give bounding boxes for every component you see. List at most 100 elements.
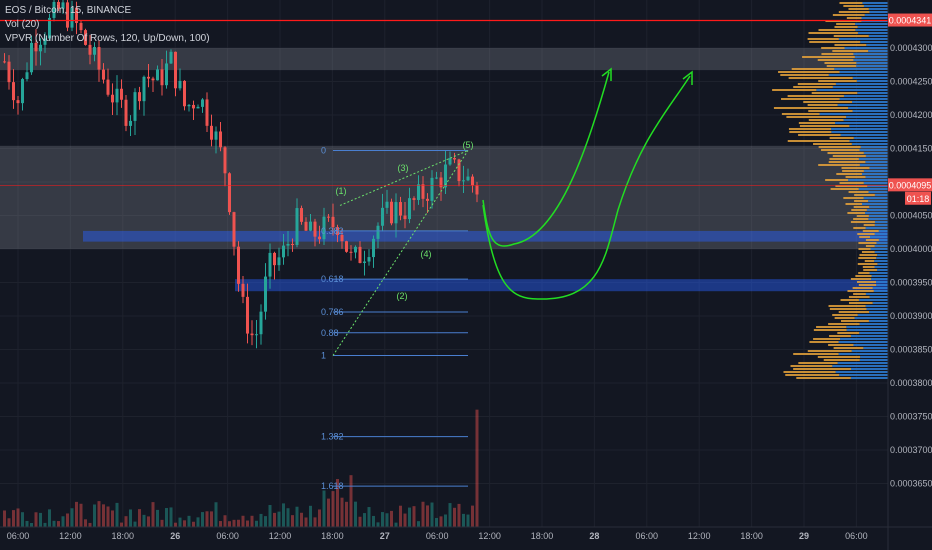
vpvr-row-up bbox=[828, 74, 888, 76]
vpvr-row-down bbox=[856, 215, 869, 217]
vpvr-row-down bbox=[808, 119, 844, 121]
vpvr-row-up bbox=[843, 119, 888, 121]
vpvr-row-up bbox=[846, 116, 888, 118]
vpvr-row-up bbox=[852, 77, 888, 79]
candle-body bbox=[430, 177, 434, 201]
candle-body bbox=[237, 246, 240, 284]
legend-vpvr[interactable]: VPVR (Number Of Rows, 120, Up/Down, 100) bbox=[5, 33, 210, 44]
candle-body bbox=[21, 79, 24, 104]
vpvr-row-up bbox=[856, 62, 888, 64]
fib-level-label: 0.88 bbox=[321, 328, 339, 338]
vpvr-row-up bbox=[838, 353, 888, 355]
volume-bar bbox=[277, 511, 281, 527]
candle-body bbox=[421, 184, 425, 199]
vpvr-row-up bbox=[862, 2, 888, 4]
resistance-lines[interactable] bbox=[0, 19, 888, 186]
blue-support-zone-1[interactable] bbox=[83, 230, 888, 242]
vpvr-row-up bbox=[857, 314, 888, 316]
vpvr-row-up bbox=[874, 233, 888, 235]
vpvr-row-down bbox=[790, 365, 833, 367]
candle-body bbox=[66, 2, 69, 28]
volume-bar bbox=[300, 512, 303, 527]
vpvr-row-up bbox=[872, 302, 888, 304]
vpvr-row-down bbox=[772, 89, 817, 91]
vpvr-row-down bbox=[865, 245, 875, 247]
elliott-wave-drawing[interactable]: (1) (2) (3) (4) (5) bbox=[332, 140, 474, 356]
vpvr-row-down bbox=[821, 47, 845, 49]
candle-body bbox=[156, 69, 159, 81]
candle-body bbox=[111, 94, 114, 103]
projection-path-b[interactable] bbox=[482, 75, 691, 300]
volume-bar bbox=[120, 522, 123, 527]
volume-bar bbox=[475, 409, 479, 527]
volume-bar bbox=[228, 521, 231, 527]
time-axis-label: 27 bbox=[380, 531, 390, 541]
vpvr-row-down bbox=[842, 170, 864, 172]
volume-bar bbox=[250, 515, 254, 527]
projection-arrows[interactable] bbox=[482, 67, 693, 300]
candle-body bbox=[340, 234, 344, 242]
fib-extension[interactable]: 0 0.382 0.618 0.786 0.88 1 1.382 1.618 bbox=[321, 146, 468, 492]
vpvr-row-down bbox=[836, 23, 856, 25]
vpvr-row-up bbox=[861, 17, 888, 19]
vpvr-row-down bbox=[828, 305, 866, 307]
volume-bar bbox=[34, 512, 38, 527]
vpvr-row-down bbox=[787, 95, 844, 97]
vpvr-row-down bbox=[828, 161, 866, 163]
vpvr-row-down bbox=[862, 230, 879, 232]
candle-body bbox=[124, 99, 128, 126]
candles-layer bbox=[3, 0, 479, 349]
price-tag-label: 01:18 bbox=[907, 194, 930, 204]
vpvr-row-up bbox=[835, 371, 888, 373]
time-axis[interactable]: 06:00 12:00 18:00 26 06:00 12:00 18:00 27 06:00 1… bbox=[7, 531, 868, 541]
legend-volume[interactable]: Vol (20) bbox=[5, 19, 40, 30]
candle-body bbox=[106, 79, 110, 95]
vpvr-row-down bbox=[845, 176, 866, 178]
time-axis-label: 12:00 bbox=[269, 531, 292, 541]
middle-resistance-zone[interactable] bbox=[0, 145, 888, 249]
volume-bar bbox=[3, 510, 6, 527]
vpvr-row-down bbox=[834, 317, 855, 319]
volume-bar bbox=[111, 510, 114, 527]
candle-body bbox=[16, 100, 20, 104]
volume-bar bbox=[214, 502, 218, 527]
price-tag-background bbox=[888, 13, 932, 27]
price-axis-label: 0.0004300 bbox=[890, 43, 932, 53]
candle-body bbox=[3, 61, 6, 63]
volume-bar bbox=[340, 497, 344, 527]
vpvr-row-down bbox=[863, 224, 875, 226]
vpvr-row-up bbox=[851, 350, 888, 352]
vpvr-row-down bbox=[854, 194, 875, 196]
projection-path-a[interactable] bbox=[482, 71, 610, 247]
wave-channel-lower[interactable] bbox=[332, 150, 469, 356]
volume-bar bbox=[151, 502, 155, 527]
volume-bar bbox=[165, 508, 168, 527]
vpvr-row-up bbox=[871, 275, 888, 277]
candle-body bbox=[277, 257, 281, 266]
candle-body bbox=[174, 51, 177, 89]
volume-bar bbox=[241, 515, 245, 527]
vpvr-row-down bbox=[781, 113, 820, 115]
upper-resistance-zone[interactable] bbox=[0, 48, 888, 71]
wave-channel-upper[interactable] bbox=[339, 150, 469, 206]
vpvr-row-down bbox=[811, 92, 858, 94]
volume-bar bbox=[133, 521, 137, 527]
price-axis-label: 0.0003850 bbox=[890, 345, 932, 355]
candle-body bbox=[381, 207, 384, 226]
vpvr-row-down bbox=[809, 341, 839, 343]
legend-symbol[interactable]: EOS / Bitcoin, 15, BINANCE bbox=[5, 5, 132, 16]
vpvr-row-up bbox=[862, 203, 888, 205]
candle-body bbox=[376, 225, 380, 239]
vpvr-row-up bbox=[866, 44, 888, 46]
volume-bar bbox=[75, 501, 78, 527]
volume-bar bbox=[174, 522, 177, 527]
candle-body bbox=[394, 202, 398, 224]
candle-body bbox=[250, 333, 254, 336]
volume-bar bbox=[156, 509, 159, 527]
vpvr-row-down bbox=[852, 287, 873, 289]
vpvr-row-up bbox=[863, 152, 888, 154]
volume-bar bbox=[421, 501, 425, 527]
blue-support-zone-2[interactable] bbox=[235, 279, 888, 292]
volume-bar bbox=[84, 519, 87, 527]
